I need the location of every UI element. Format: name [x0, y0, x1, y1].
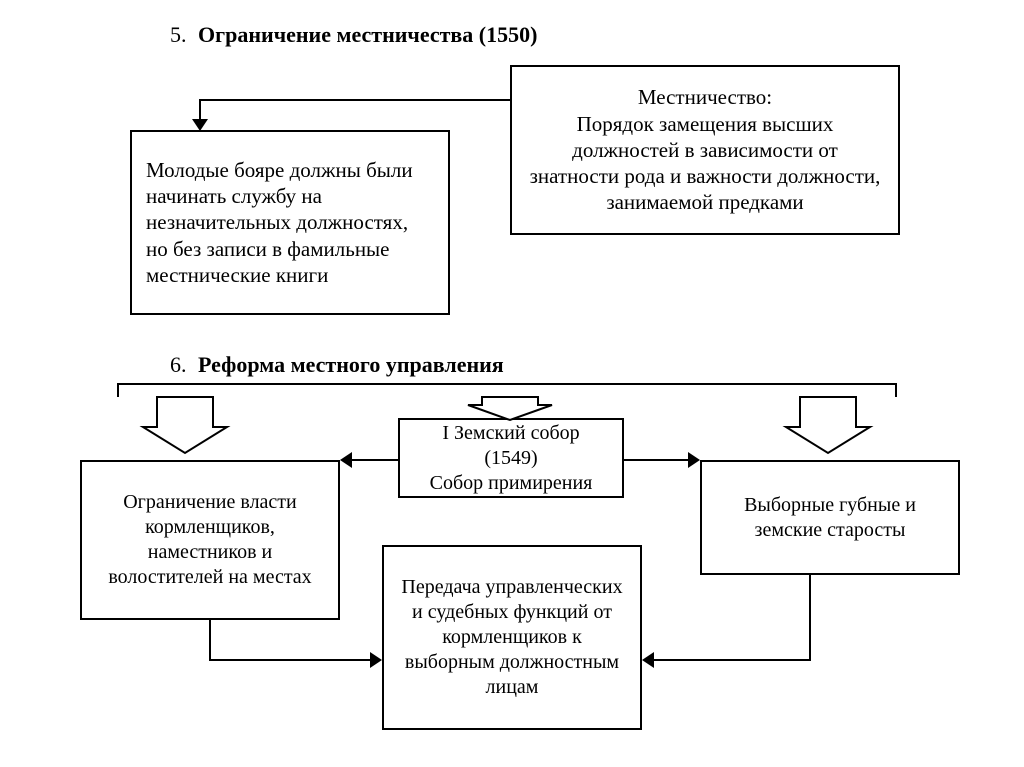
connector-mid-to-right — [624, 452, 700, 468]
zemsky-line3: Собор примирения — [430, 472, 593, 494]
section-5-number: 5. — [170, 22, 187, 47]
block-arrow-1 — [143, 397, 227, 453]
block-arrow-2 — [468, 397, 552, 420]
box-young-boyars: Молодые бояре должны были начинать служб… — [130, 130, 450, 315]
box-mestnichestvo-definition: Местничество: Порядок замещения высших д… — [510, 65, 900, 235]
zemsky-line2: (1549) — [484, 447, 537, 469]
flow-bar — [118, 384, 896, 397]
connector-s5 — [192, 100, 510, 131]
section-6-title: Реформа местного управления — [198, 352, 504, 377]
zemsky-line1: I Земский собор — [442, 422, 579, 444]
box-elected-elders-text: Выборные губные и земские старосты — [716, 493, 944, 543]
mestnichestvo-title: Местничество: — [638, 85, 772, 109]
section-6-heading: 6. Реформа местного управления — [170, 352, 504, 378]
section-6-number: 6. — [170, 352, 187, 377]
box-transfer-functions: Передача управленческих и судебных функц… — [382, 545, 642, 730]
block-arrow-3 — [786, 397, 870, 453]
box-zemsky-sobor: I Земский собор (1549) Собор примирения — [398, 418, 624, 498]
box-zemsky-sobor-content: I Земский собор (1549) Собор примирения — [430, 421, 593, 496]
connector-mid-to-left — [340, 452, 398, 468]
connector-left-to-bottom — [210, 620, 382, 668]
section-5-title: Ограничение местничества (1550) — [198, 22, 537, 47]
box-limit-kormlenshchiki: Ограничение власти кормленщиков, наместн… — [80, 460, 340, 620]
box-young-boyars-text: Молодые бояре должны были начинать служб… — [146, 157, 434, 288]
section-5-heading: 5. Ограничение местничества (1550) — [170, 22, 537, 48]
mestnichestvo-text: Порядок замещения высших должностей в за… — [530, 112, 881, 215]
box-mestnichestvo-content: Местничество: Порядок замещения высших д… — [526, 84, 884, 215]
box-limit-kormlenshchiki-text: Ограничение власти кормленщиков, наместн… — [96, 490, 324, 590]
box-transfer-functions-text: Передача управленческих и судебных функц… — [398, 575, 626, 700]
connector-right-to-bottom — [642, 575, 810, 668]
box-elected-elders: Выборные губные и земские старосты — [700, 460, 960, 575]
